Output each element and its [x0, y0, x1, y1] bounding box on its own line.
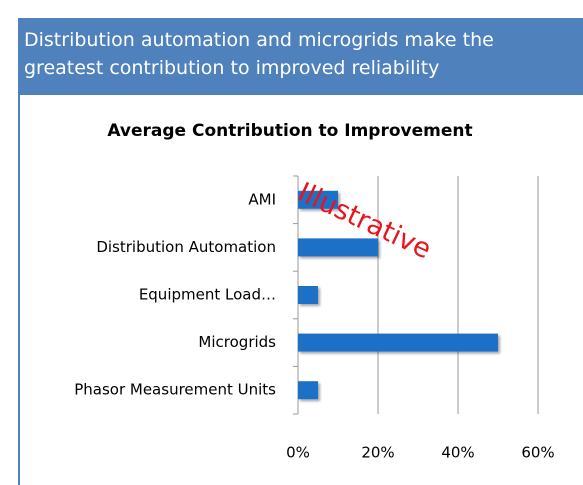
- bar: [298, 286, 318, 304]
- y-tick-label: AMI: [248, 190, 276, 208]
- bar: [298, 238, 378, 257]
- x-tick-label: 20%: [361, 444, 394, 462]
- x-tick-label: 60%: [521, 444, 554, 462]
- y-tick-label: Phasor Measurement Units: [74, 381, 276, 399]
- bar: [298, 190, 338, 209]
- x-tick-label: 0%: [286, 444, 310, 462]
- bar: [298, 381, 318, 400]
- header: Distribution automation and microgrids m…: [18, 18, 583, 95]
- y-tick-label: Distribution Automation: [96, 238, 276, 256]
- bar: [298, 333, 498, 352]
- frame-edge: [18, 95, 20, 485]
- y-tick-label: Equipment Load…: [139, 286, 276, 304]
- x-tick-label: 40%: [441, 444, 474, 462]
- chart-title: Average Contribution to Improvement: [107, 121, 472, 141]
- y-tick-label: Microgrids: [198, 333, 276, 351]
